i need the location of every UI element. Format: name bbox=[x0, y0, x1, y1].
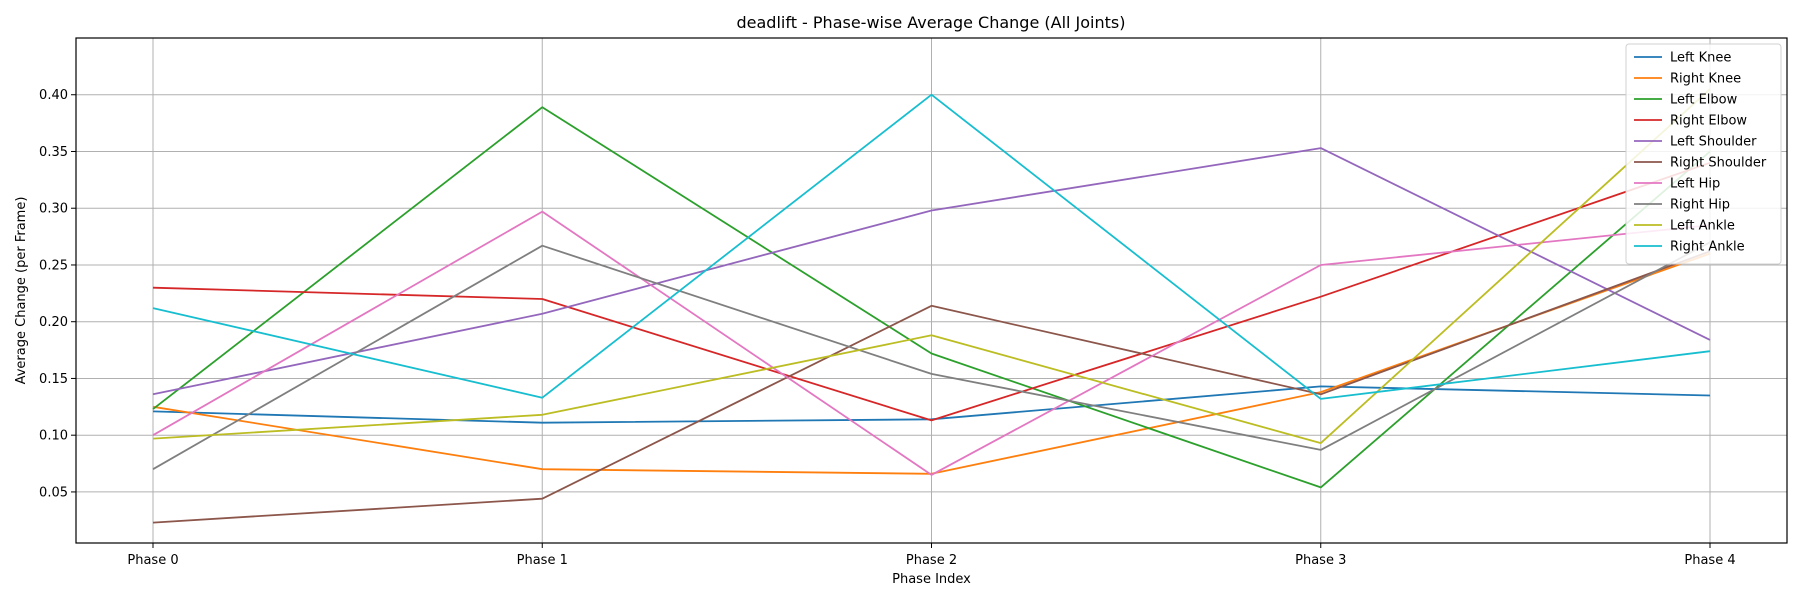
legend-label-right-elbow: Right Elbow bbox=[1670, 114, 1747, 129]
x-tick-label: Phase 2 bbox=[906, 553, 957, 568]
series-line-left-ankle bbox=[152, 88, 1711, 445]
x-tick-label: Phase 0 bbox=[127, 553, 178, 568]
y-tick-label: 0.05 bbox=[39, 485, 68, 500]
legend-label-left-hip: Left Hip bbox=[1670, 177, 1720, 192]
legend-label-right-ankle: Right Ankle bbox=[1670, 240, 1745, 255]
series-line-right-shoulder bbox=[152, 250, 1711, 524]
y-tick-label: 0.25 bbox=[39, 258, 68, 273]
series-line-right-hip bbox=[152, 241, 1711, 470]
x-axis-label: Phase Index bbox=[892, 572, 971, 587]
series-line-left-hip bbox=[152, 210, 1711, 476]
y-tick-label: 0.10 bbox=[39, 429, 68, 444]
legend: Left Knee Right Knee Left Elbow Right Elbow… bbox=[1625, 43, 1782, 265]
legend-label-left-elbow: Left Elbow bbox=[1670, 93, 1738, 108]
series-line-left-knee bbox=[152, 385, 1711, 424]
series-line-left-shoulder bbox=[152, 147, 1711, 396]
x-tick-label: Phase 1 bbox=[517, 553, 568, 568]
series-line-right-ankle bbox=[152, 93, 1711, 400]
legend-label-right-shoulder: Right Shoulder bbox=[1670, 156, 1767, 171]
legend-label-right-hip: Right Hip bbox=[1670, 198, 1730, 213]
legend-label-left-shoulder: Left Shoulder bbox=[1670, 135, 1757, 150]
series-lines bbox=[152, 88, 1711, 524]
y-tick-label: 0.40 bbox=[39, 88, 68, 103]
legend-box bbox=[1625, 43, 1782, 265]
y-tick-label: 0.35 bbox=[39, 145, 68, 160]
y-axis-label: Average Change (per Frame) bbox=[14, 197, 29, 385]
y-tick-label: 0.30 bbox=[39, 202, 68, 217]
y-axis: 0.05 0.10 0.15 0.20 0.25 0.30 0.35 0.40 bbox=[39, 88, 76, 500]
series-line-left-elbow bbox=[152, 106, 1711, 489]
x-axis: Phase 0 Phase 1 Phase 2 Phase 3 Phase 4 bbox=[127, 543, 1736, 568]
legend-label-left-knee: Left Knee bbox=[1670, 51, 1731, 66]
y-tick-label: 0.15 bbox=[39, 372, 68, 387]
legend-label-left-ankle: Left Ankle bbox=[1670, 219, 1735, 234]
x-tick-label: Phase 4 bbox=[1684, 553, 1735, 568]
legend-label-right-knee: Right Knee bbox=[1670, 72, 1741, 87]
grid-lines bbox=[76, 38, 1787, 543]
chart-title: deadlift - Phase-wise Average Change (Al… bbox=[736, 13, 1125, 32]
y-tick-label: 0.20 bbox=[39, 315, 68, 330]
x-tick-label: Phase 3 bbox=[1295, 553, 1346, 568]
